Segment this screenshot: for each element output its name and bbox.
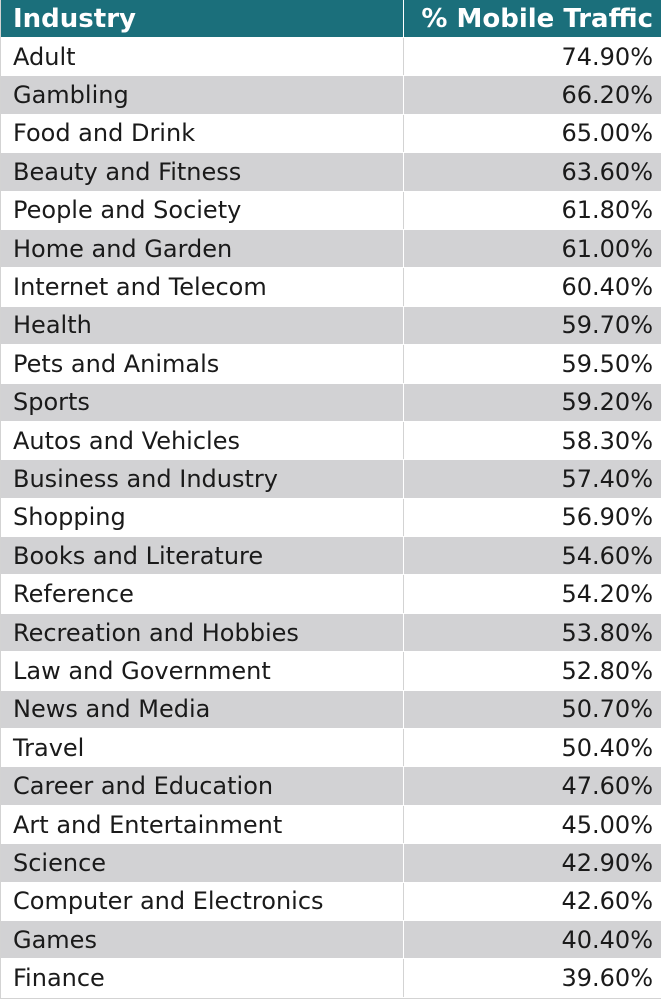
industry-cell: Sports <box>13 388 90 417</box>
mobile-traffic-cell: 52.80% <box>403 652 661 690</box>
mobile-traffic-cell: 56.90% <box>403 498 661 537</box>
mobile-traffic-cell: 42.60% <box>403 882 661 920</box>
table-row: Pets and Animals 59.50% <box>1 345 661 384</box>
industry-cell: Health <box>13 311 92 340</box>
industry-cell: Art and Entertainment <box>13 810 283 839</box>
industry-cell: Adult <box>13 42 76 71</box>
table-row: News and Media 50.70% <box>1 690 661 730</box>
mobile-traffic-cell: 40.40% <box>403 920 661 959</box>
header-mobile-traffic: % Mobile Traffic <box>403 0 661 37</box>
industry-cell: Science <box>13 848 107 877</box>
table-row: Computer and Electronics 42.60% <box>1 882 661 921</box>
table-row: Books and Literature 54.60% <box>1 537 661 576</box>
table-row: Travel 50.40% <box>1 729 661 768</box>
industry-cell: Games <box>13 925 97 954</box>
industry-cell: Internet and Telecom <box>13 273 267 302</box>
table-row: Internet and Telecom 60.40% <box>1 268 661 307</box>
industry-cell: Travel <box>13 733 85 762</box>
table-row: Science 42.90% <box>1 844 661 883</box>
mobile-traffic-cell: 61.00% <box>403 229 661 268</box>
table-row: Beauty and Fitness 63.60% <box>1 153 661 192</box>
industry-cell: Recreation and Hobbies <box>13 618 299 647</box>
industry-cell: Pets and Animals <box>13 349 220 378</box>
table-row: Art and Entertainment 45.00% <box>1 805 661 845</box>
table-row: Shopping 56.90% <box>1 498 661 538</box>
industry-cell: Beauty and Fitness <box>13 157 242 186</box>
table-header-row: Industry % Mobile Traffic <box>1 0 661 38</box>
industry-cell: Career and Education <box>13 772 274 801</box>
mobile-traffic-cell: 57.40% <box>403 460 661 498</box>
table-row: Autos and Vehicles 58.30% <box>1 421 661 461</box>
industry-cell: Shopping <box>13 503 126 532</box>
table-body: Adult 74.90% Gambling 66.20% Food and Drink 6… <box>1 38 661 998</box>
mobile-traffic-cell: 74.90% <box>403 38 661 76</box>
mobile-traffic-cell: 60.40% <box>403 268 661 306</box>
mobile-traffic-cell: 39.60% <box>403 959 661 997</box>
industry-cell: People and Society <box>13 196 242 225</box>
industry-cell: Food and Drink <box>13 119 196 148</box>
mobile-traffic-cell: 58.30% <box>403 421 661 460</box>
header-industry: Industry <box>13 3 136 34</box>
mobile-traffic-cell: 45.00% <box>403 805 661 844</box>
table-row: Career and Education 47.60% <box>1 767 661 806</box>
industry-cell: Gambling <box>13 81 129 110</box>
mobile-traffic-cell: 59.20% <box>403 383 661 421</box>
table-row: Finance 39.60% <box>1 959 661 998</box>
industry-cell: Reference <box>13 580 134 609</box>
table-row: Reference 54.20% <box>1 575 661 614</box>
industry-cell: Law and Government <box>13 656 271 685</box>
table-row: Gambling 66.20% <box>1 76 661 115</box>
industry-cell: Business and Industry <box>13 464 278 493</box>
table-row: Sports 59.20% <box>1 383 661 422</box>
mobile-traffic-cell: 65.00% <box>403 114 661 153</box>
mobile-traffic-cell: 54.20% <box>403 575 661 613</box>
industry-cell: Autos and Vehicles <box>13 426 240 455</box>
table-row: Recreation and Hobbies 53.80% <box>1 613 661 653</box>
mobile-traffic-cell: 59.50% <box>403 345 661 383</box>
mobile-traffic-cell: 50.70% <box>403 690 661 729</box>
industry-cell: Computer and Electronics <box>13 887 324 916</box>
mobile-traffic-cell: 63.60% <box>403 153 661 191</box>
mobile-traffic-cell: 59.70% <box>403 306 661 345</box>
table-row: Food and Drink 65.00% <box>1 114 661 154</box>
table-row: People and Society 61.80% <box>1 191 661 230</box>
table-row: Home and Garden 61.00% <box>1 229 661 269</box>
mobile-traffic-cell: 50.40% <box>403 729 661 767</box>
industry-cell: Home and Garden <box>13 234 233 263</box>
industry-cell: Finance <box>13 964 105 993</box>
mobile-traffic-cell: 47.60% <box>403 767 661 805</box>
mobile-traffic-cell: 61.80% <box>403 191 661 229</box>
table-row: Health 59.70% <box>1 306 661 346</box>
mobile-traffic-cell: 53.80% <box>403 613 661 652</box>
industry-cell: News and Media <box>13 695 211 724</box>
table-row: Games 40.40% <box>1 920 661 960</box>
industry-cell: Books and Literature <box>13 541 264 570</box>
table-row: Adult 74.90% <box>1 38 661 77</box>
mobile-traffic-cell: 66.20% <box>403 76 661 114</box>
mobile-traffic-cell: 42.90% <box>403 844 661 882</box>
table-row: Business and Industry 57.40% <box>1 460 661 499</box>
mobile-traffic-cell: 54.60% <box>403 537 661 575</box>
table-row: Law and Government 52.80% <box>1 652 661 691</box>
